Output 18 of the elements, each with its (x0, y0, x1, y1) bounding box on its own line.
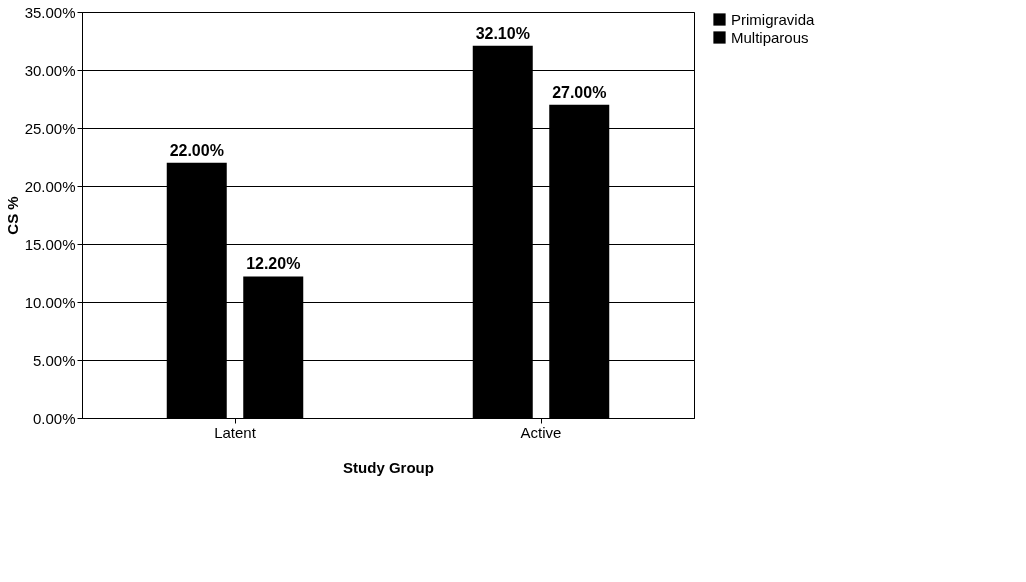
y-axis-title: CS % (3, 196, 21, 235)
x-axis-title: Study Group (343, 458, 434, 476)
y-tick-label: 5.00% (32, 351, 76, 369)
y-tick-label: 0.00% (32, 409, 76, 427)
x-tick-label: Active (520, 423, 562, 441)
y-tick-label: 25.00% (24, 119, 76, 137)
data-label: 27.00% (552, 83, 607, 101)
legend-label: Multiparous (731, 28, 809, 46)
legend-label: Primigravida (731, 10, 816, 28)
y-tick-label: 30.00% (24, 61, 76, 79)
y-tick-label: 35.00% (24, 3, 76, 21)
data-label: 12.20% (246, 255, 301, 273)
data-label: 22.00% (169, 141, 224, 159)
x-tick-label: Latent (214, 423, 257, 441)
data-label: 32.10% (475, 24, 530, 42)
y-tick-label: 10.00% (24, 293, 76, 311)
y-tick-label: 15.00% (24, 235, 76, 253)
y-tick-label: 20.00% (24, 177, 76, 195)
